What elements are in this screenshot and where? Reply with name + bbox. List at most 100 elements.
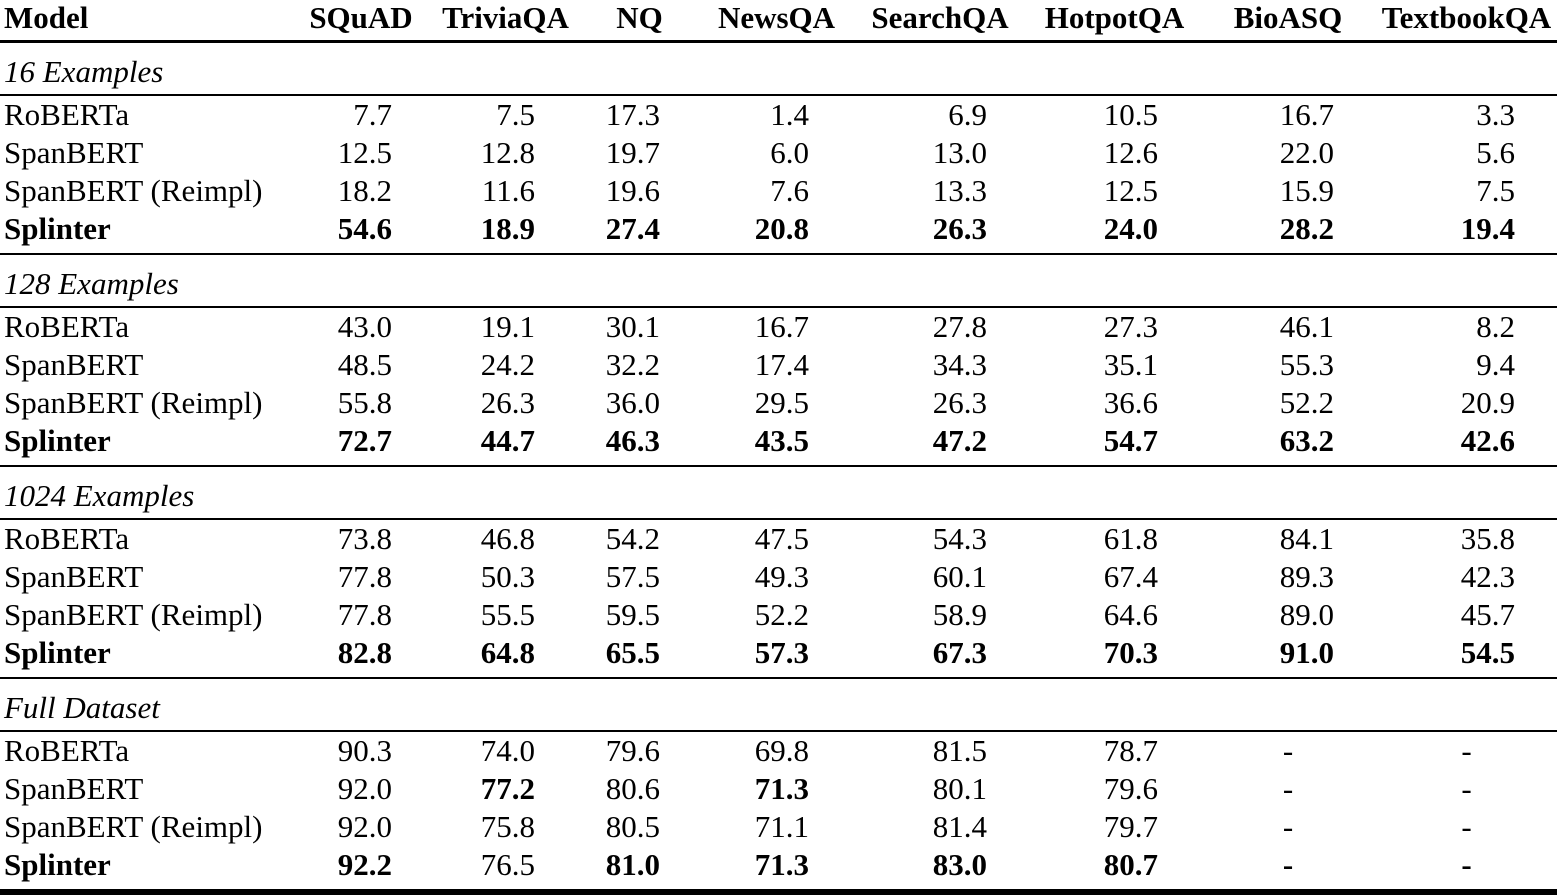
- model-name-cell: SpanBERT: [4, 771, 144, 806]
- score-cell: 19.6: [605, 173, 660, 208]
- score-cell: 35.1: [1103, 347, 1158, 382]
- score-cell: 12.5: [1103, 173, 1158, 208]
- score-cell: 17.3: [605, 97, 660, 132]
- score-cell: 55.5: [480, 597, 535, 632]
- score-cell: 92.2: [288, 846, 434, 895]
- score-cell: 80.7: [1029, 846, 1200, 895]
- model-name-cell: Splinter: [0, 634, 288, 679]
- score-cell: 48.5: [337, 347, 392, 382]
- header-row: Model SQuAD TriviaQA NQ NewsQA SearchQA …: [0, 0, 1557, 43]
- score-cell: 70.3: [1029, 634, 1200, 679]
- score-cell: 63.2: [1200, 422, 1376, 467]
- table-row: Splinter 92.2 76.5 81.0 71.3 83.0 80.7- -: [0, 846, 1557, 895]
- score-cell: 80.6: [605, 771, 660, 806]
- score-cell: 49.3: [754, 559, 809, 594]
- table-row: SpanBERT (Reimpl) 77.8 55.5 59.5 52.2 58.9 64.…: [0, 596, 1557, 634]
- table-row: RoBERTa 43.0 19.1 30.1 16.7 27.8 27.3 46.1 8.2: [0, 307, 1557, 346]
- score-cell: 73.8: [337, 521, 392, 556]
- score-cell: 19.7: [605, 135, 660, 170]
- score-cell: 6.9: [948, 97, 987, 132]
- model-name-cell: SpanBERT (Reimpl): [4, 597, 263, 632]
- score-cell: 80.5: [605, 809, 660, 844]
- section-full-dataset: Full Dataset RoBERTa 90.3 74.0 79.6 69.8 81.5 7…: [0, 678, 1557, 895]
- score-cell: 7.6: [770, 173, 809, 208]
- score-cell: 13.3: [932, 173, 987, 208]
- score-cell: 55.3: [1279, 347, 1334, 382]
- model-name-cell: RoBERTa: [4, 733, 130, 768]
- section-128-examples: 128 Examples RoBERTa 43.0 19.1 30.1 16.7 27.8 2…: [0, 254, 1557, 467]
- score-cell: 24.0: [1029, 210, 1200, 255]
- score-cell: 67.4: [1103, 559, 1158, 594]
- score-cell: 19.4: [1376, 210, 1557, 255]
- table-row: Splinter 82.8 64.8 65.5 57.3 67.3 70.3 91.0 54.5: [0, 634, 1557, 679]
- score-cell: 55.8: [337, 385, 392, 420]
- table-row: RoBERTa 73.8 46.8 54.2 47.5 54.3 61.8 84.1 35.8: [0, 519, 1557, 558]
- score-cell: 89.0: [1279, 597, 1334, 632]
- model-name-cell: Splinter: [0, 846, 288, 895]
- score-cell: 46.1: [1279, 309, 1334, 344]
- model-name-cell: SpanBERT (Reimpl): [4, 809, 263, 844]
- score-cell: -: [1282, 771, 1294, 806]
- score-cell: 7.7: [353, 97, 392, 132]
- score-cell: 57.5: [605, 559, 660, 594]
- model-name-cell: Splinter: [0, 210, 288, 255]
- model-name-cell: SpanBERT: [4, 559, 144, 594]
- score-cell: 45.7: [1460, 597, 1515, 632]
- score-cell: 65.5: [577, 634, 702, 679]
- score-cell: 64.8: [434, 634, 577, 679]
- score-cell: 18.9: [434, 210, 577, 255]
- score-cell: 6.0: [770, 135, 809, 170]
- table-row: SpanBERT (Reimpl) 55.8 26.3 36.0 29.5 26.3 36.…: [0, 384, 1557, 422]
- score-cell: 81.0: [577, 846, 702, 895]
- score-cell: 72.7: [288, 422, 434, 467]
- score-cell: 54.6: [288, 210, 434, 255]
- score-cell: 67.3: [851, 634, 1029, 679]
- score-cell: 20.8: [702, 210, 851, 255]
- score-cell: 26.3: [932, 385, 987, 420]
- score-cell: 71.1: [754, 809, 809, 844]
- score-cell: 34.3: [932, 347, 987, 382]
- section-title-row: 128 Examples: [0, 254, 1557, 308]
- section-1024-examples: 1024 Examples RoBERTa 73.8 46.8 54.2 47.5 54.3…: [0, 466, 1557, 679]
- score-cell: 90.3: [337, 733, 392, 768]
- score-cell: 20.9: [1460, 385, 1515, 420]
- score-cell: 50.3: [480, 559, 535, 594]
- score-cell: 8.2: [1476, 309, 1515, 344]
- score-cell: 46.8: [480, 521, 535, 556]
- score-cell: 24.2: [480, 347, 535, 382]
- score-cell: 57.3: [702, 634, 851, 679]
- score-cell: 16.7: [754, 309, 809, 344]
- score-cell: 71.3: [702, 846, 851, 895]
- score-cell: 46.3: [577, 422, 702, 467]
- table-row: Splinter 72.7 44.7 46.3 43.5 47.2 54.7 63.2 42.6: [0, 422, 1557, 467]
- score-cell: 36.6: [1103, 385, 1158, 420]
- score-cell: 11.6: [481, 173, 535, 208]
- score-cell: 81.5: [932, 733, 987, 768]
- score-cell: -: [1461, 771, 1472, 806]
- score-cell: 7.5: [1476, 173, 1515, 208]
- score-cell: 22.0: [1279, 135, 1334, 170]
- model-name-cell: SpanBERT: [4, 135, 144, 170]
- score-cell: 91.0: [1200, 634, 1376, 679]
- model-name-cell: SpanBERT (Reimpl): [4, 173, 263, 208]
- column-header-triviaqa: TriviaQA: [434, 0, 577, 43]
- score-cell: 5.6: [1476, 135, 1515, 170]
- score-cell: 7.5: [496, 97, 535, 132]
- score-cell: 12.8: [480, 135, 535, 170]
- score-cell: 92.0: [337, 771, 392, 806]
- model-name-cell: SpanBERT: [4, 347, 144, 382]
- score-cell: 35.8: [1460, 521, 1515, 556]
- score-cell: 79.6: [1103, 771, 1158, 806]
- column-header-squad: SQuAD: [288, 0, 434, 43]
- section-title-row: Full Dataset: [0, 678, 1557, 732]
- column-header-searchqa: SearchQA: [851, 0, 1029, 43]
- score-cell: 27.4: [577, 210, 702, 255]
- score-cell: 78.7: [1103, 733, 1158, 768]
- score-cell: 28.2: [1200, 210, 1376, 255]
- section-title: Full Dataset: [0, 678, 1557, 732]
- table-row: SpanBERT 12.5 12.8 19.7 6.0 13.0 12.6 22.0 5.6: [0, 134, 1557, 172]
- score-cell: 30.1: [605, 309, 660, 344]
- model-name-cell: SpanBERT (Reimpl): [4, 385, 263, 420]
- score-cell: 80.1: [932, 771, 987, 806]
- table-row: Splinter 54.6 18.9 27.4 20.8 26.3 24.0 28.2 19.4: [0, 210, 1557, 255]
